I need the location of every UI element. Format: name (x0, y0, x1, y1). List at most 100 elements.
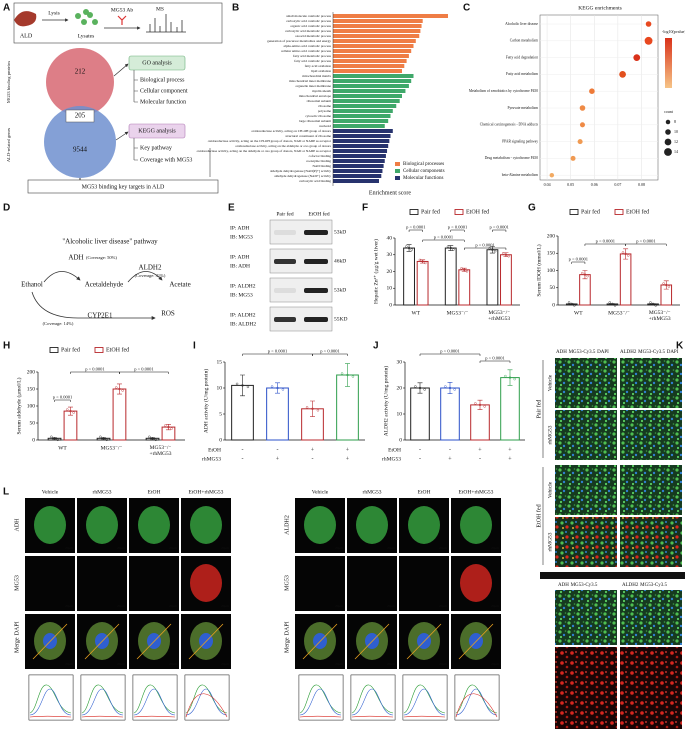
y-tick-label: 5 (219, 411, 222, 417)
dot (570, 302, 573, 306)
band (304, 288, 328, 293)
profile-curve (351, 688, 394, 716)
label: 20μm (169, 604, 177, 608)
label: ROS (161, 310, 175, 318)
point (549, 172, 555, 178)
separator (540, 572, 685, 579)
label: 20μm (387, 604, 395, 608)
dot (421, 260, 424, 263)
dot (493, 250, 497, 253)
y-tick-label: Pyruvate metabolism (508, 106, 539, 110)
label: 20μm (221, 604, 229, 608)
y-tick-label: beta-Alanine metabolism (502, 173, 538, 177)
label: 20μm (169, 662, 177, 666)
profile-curve (299, 684, 342, 714)
label: Key pathway (140, 145, 172, 151)
label: 20μm (169, 546, 177, 550)
dot (56, 438, 59, 441)
label: MS (156, 6, 164, 12)
error-bar (240, 374, 245, 397)
condition-value: + (346, 456, 350, 462)
y-tick-label: cytosolic ribosome (305, 114, 331, 118)
dot (581, 271, 584, 275)
label: IP: ADH (230, 254, 249, 260)
bar (112, 388, 127, 441)
label: rhMG53 (93, 489, 112, 495)
annotation: p < 0.0001 (475, 243, 494, 248)
dot (72, 411, 75, 414)
dot (418, 386, 422, 390)
bar (333, 19, 423, 23)
dot (118, 387, 121, 391)
dot (449, 246, 452, 250)
error-bar (345, 363, 350, 387)
plot-area (539, 14, 659, 181)
profile-line (84, 623, 120, 660)
profile-plot (80, 674, 126, 721)
y-tick-label: ribosomal subunit (307, 99, 331, 103)
label: 20μm (117, 546, 125, 550)
label: DAPI (14, 621, 20, 635)
bar (333, 114, 391, 118)
y-tick-label: 20 (397, 385, 403, 391)
error-bar (663, 280, 669, 290)
row-label: Merge DAPI (14, 621, 20, 653)
annotation: p < 0.0001 (53, 395, 72, 400)
x-tick-label: WT (412, 310, 421, 316)
venn-overlap (65, 109, 95, 123)
bracket (133, 138, 211, 177)
y-tick-label: carboxylic acid metabolic process (285, 29, 332, 33)
label: MG53-Cy3.5 (569, 350, 596, 355)
panel-letter: E (228, 203, 235, 214)
condition-value: + (478, 447, 482, 453)
band (274, 317, 296, 322)
significance-bracket (479, 360, 511, 363)
error-bar (507, 369, 513, 386)
kegg-box (128, 123, 186, 139)
arrow (115, 131, 129, 141)
dot (164, 424, 167, 427)
error-bar (448, 245, 454, 251)
arrow (31, 291, 156, 320)
bar (619, 253, 632, 306)
profile-curve (351, 684, 394, 714)
bar (333, 179, 379, 183)
legend-label: Molecular functions (403, 176, 443, 181)
dot (241, 384, 244, 387)
bar (333, 164, 384, 168)
y-axis-label: ALDH2 activity (U/mg protein) (382, 366, 389, 437)
dot (407, 246, 411, 250)
micrograph (555, 590, 617, 645)
error-bar (406, 244, 412, 252)
dot (649, 301, 652, 304)
error-bar (275, 382, 280, 394)
condition-value: - (242, 447, 244, 453)
significance-bracket (70, 371, 120, 374)
y-tick-label: structural constituent of ribosome (285, 134, 331, 138)
profile-plot (454, 674, 500, 721)
y-tick-label: 200 (547, 233, 556, 239)
dot (281, 388, 285, 391)
dot (611, 302, 614, 306)
profile-line (458, 623, 494, 660)
legend-swatch (395, 169, 400, 173)
label: EtOH fed (308, 210, 329, 217)
cell (460, 506, 492, 544)
error-bar (609, 303, 615, 305)
label: ADH (14, 518, 20, 532)
venn-circle (44, 106, 116, 178)
profile-curve (299, 688, 342, 716)
dot (513, 377, 516, 381)
label: DAPI (667, 350, 679, 355)
bar (333, 54, 409, 58)
y-tick-label: 10 (397, 411, 403, 417)
y-tick-label: ribosome (318, 104, 331, 108)
y-tick-label: oxoacid metabolic process (295, 34, 332, 38)
label: Merge (14, 637, 20, 653)
significance-bracket (422, 239, 465, 242)
bar (333, 174, 382, 178)
point (589, 88, 595, 94)
dot (448, 386, 452, 390)
dot (621, 251, 625, 254)
